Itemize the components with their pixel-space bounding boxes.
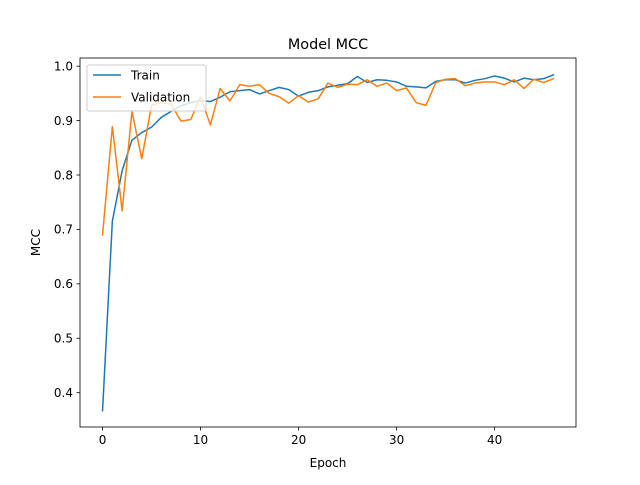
x-tick-label: 30 <box>389 433 404 447</box>
legend-label-train: Train <box>130 69 160 83</box>
x-axis-label: Epoch <box>310 456 347 470</box>
y-tick-label: 0.5 <box>54 332 73 346</box>
y-tick-label: 0.9 <box>54 114 73 128</box>
y-tick-label: 0.4 <box>54 386 73 400</box>
y-tick-label: 0.7 <box>54 223 73 237</box>
y-axis-label: MCC <box>29 229 43 256</box>
y-tick-label: 1.0 <box>54 59 73 73</box>
x-tick-label: 40 <box>487 433 502 447</box>
legend: Train Validation <box>86 64 207 112</box>
x-ticks: 0 10 20 30 40 <box>99 427 502 447</box>
y-tick-label: 0.6 <box>54 277 73 291</box>
y-tick-label: 0.8 <box>54 168 73 182</box>
x-tick-label: 0 <box>99 433 107 447</box>
series-line-validation <box>101 77 555 236</box>
legend-label-validation: Validation <box>131 91 190 105</box>
plot-area <box>80 58 576 427</box>
axes-layer <box>79 57 577 428</box>
x-tick-label: 20 <box>291 433 306 447</box>
legend-frame <box>86 64 207 112</box>
plot-frame <box>79 57 577 428</box>
chart-title: Model MCC <box>288 37 368 53</box>
x-tick-label: 10 <box>193 433 208 447</box>
y-ticks: 0.4 0.5 0.6 0.7 0.8 0.9 1.0 <box>54 59 80 400</box>
